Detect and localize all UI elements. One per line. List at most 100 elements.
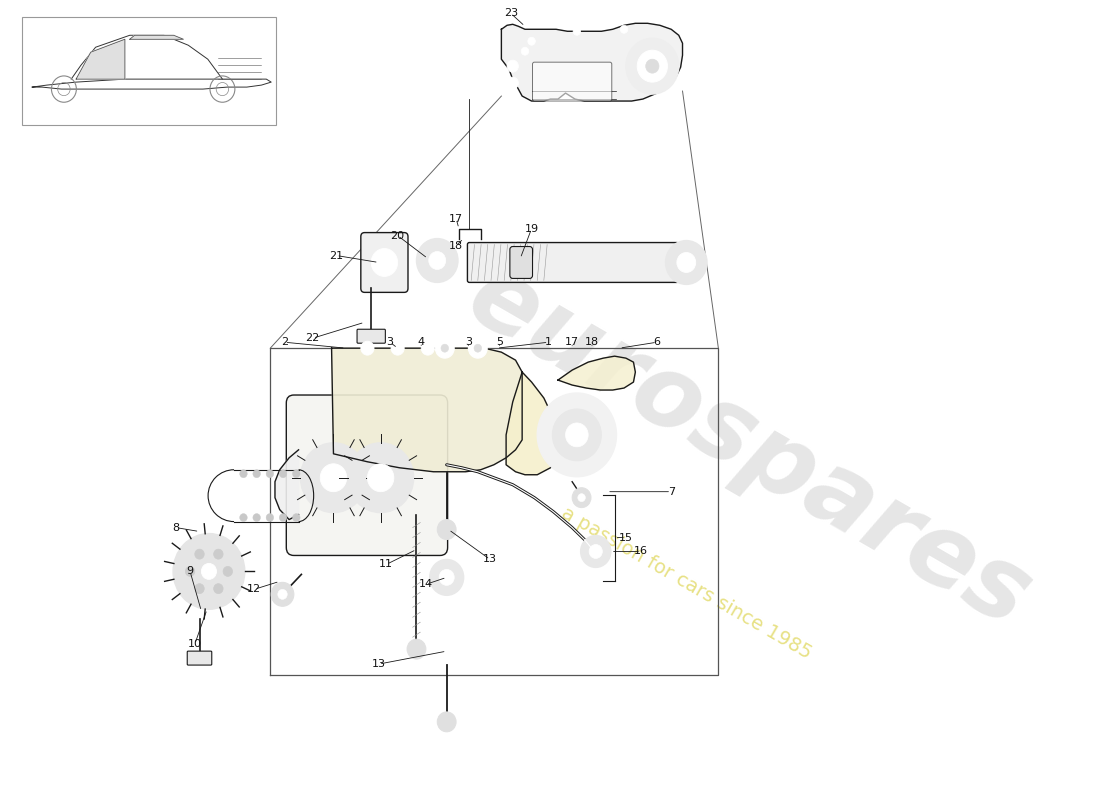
Circle shape [521, 47, 529, 55]
Circle shape [474, 344, 482, 352]
Circle shape [173, 534, 245, 610]
Circle shape [213, 549, 223, 559]
Circle shape [266, 470, 274, 478]
FancyBboxPatch shape [358, 330, 385, 343]
Circle shape [469, 338, 487, 358]
Circle shape [437, 519, 456, 539]
Circle shape [666, 241, 707, 285]
Circle shape [437, 712, 456, 732]
Circle shape [528, 38, 536, 46]
Circle shape [590, 545, 603, 558]
Polygon shape [275, 450, 298, 519]
Circle shape [581, 535, 611, 567]
Circle shape [253, 470, 261, 478]
Text: 16: 16 [634, 546, 648, 557]
Circle shape [429, 251, 446, 270]
Text: 6: 6 [653, 338, 661, 347]
Circle shape [441, 344, 449, 352]
Text: 20: 20 [390, 230, 405, 241]
Text: 14: 14 [419, 579, 433, 590]
Text: 18: 18 [585, 338, 600, 347]
Text: 13: 13 [372, 659, 386, 669]
Circle shape [201, 563, 217, 579]
Circle shape [390, 342, 404, 355]
Circle shape [279, 470, 287, 478]
Circle shape [195, 584, 205, 594]
Text: 11: 11 [379, 559, 394, 570]
Circle shape [240, 514, 248, 522]
Text: 1: 1 [546, 338, 552, 347]
FancyBboxPatch shape [532, 62, 612, 101]
Circle shape [507, 60, 518, 72]
Circle shape [195, 549, 205, 559]
Text: 12: 12 [248, 584, 262, 594]
Circle shape [646, 59, 659, 73]
Circle shape [676, 253, 695, 273]
Text: 3: 3 [465, 338, 472, 347]
Circle shape [573, 27, 581, 35]
Circle shape [637, 50, 668, 82]
Circle shape [186, 566, 195, 576]
Circle shape [361, 342, 374, 355]
Circle shape [293, 514, 300, 522]
Text: 15: 15 [619, 533, 632, 542]
Circle shape [417, 238, 458, 282]
FancyBboxPatch shape [286, 395, 448, 555]
Text: 21: 21 [329, 250, 343, 261]
Text: 2: 2 [280, 338, 288, 347]
FancyBboxPatch shape [468, 242, 679, 282]
FancyBboxPatch shape [187, 651, 212, 665]
Circle shape [537, 393, 616, 477]
Circle shape [213, 584, 223, 594]
Polygon shape [130, 35, 184, 39]
Circle shape [293, 470, 300, 478]
Text: 8: 8 [173, 522, 179, 533]
Circle shape [552, 409, 602, 461]
Polygon shape [331, 348, 522, 472]
Bar [22, 18, 276, 125]
Circle shape [253, 514, 261, 522]
Circle shape [436, 338, 454, 358]
Text: 17: 17 [449, 214, 463, 224]
Circle shape [279, 514, 287, 522]
Circle shape [572, 488, 591, 508]
Text: 22: 22 [306, 334, 320, 343]
Text: 19: 19 [525, 223, 539, 234]
Circle shape [348, 443, 414, 513]
Circle shape [371, 249, 397, 277]
Text: 17: 17 [565, 338, 580, 347]
Circle shape [300, 443, 366, 513]
FancyBboxPatch shape [510, 246, 532, 278]
Polygon shape [506, 372, 558, 474]
Polygon shape [502, 23, 682, 101]
Text: 18: 18 [449, 241, 463, 250]
Circle shape [565, 423, 588, 447]
Circle shape [578, 494, 585, 502]
Circle shape [223, 566, 232, 576]
Circle shape [407, 639, 426, 659]
Text: eurospares: eurospares [450, 248, 1047, 648]
Circle shape [266, 514, 274, 522]
Text: 7: 7 [668, 486, 674, 497]
Circle shape [320, 464, 346, 492]
Circle shape [626, 38, 679, 94]
Circle shape [439, 570, 454, 586]
Text: 5: 5 [496, 338, 503, 347]
Text: 13: 13 [483, 554, 497, 565]
Polygon shape [76, 39, 125, 79]
Circle shape [240, 470, 248, 478]
Circle shape [430, 559, 464, 595]
Text: 9: 9 [187, 566, 194, 577]
FancyBboxPatch shape [361, 233, 408, 292]
Text: a passion for cars since 1985: a passion for cars since 1985 [558, 504, 815, 663]
Circle shape [620, 26, 628, 34]
Circle shape [421, 342, 434, 355]
Text: 3: 3 [386, 338, 394, 347]
Circle shape [272, 582, 294, 606]
Circle shape [507, 77, 518, 89]
Polygon shape [558, 356, 636, 390]
Text: 23: 23 [504, 8, 518, 18]
Text: 10: 10 [188, 639, 201, 649]
Circle shape [367, 464, 394, 492]
Text: 4: 4 [418, 338, 425, 347]
